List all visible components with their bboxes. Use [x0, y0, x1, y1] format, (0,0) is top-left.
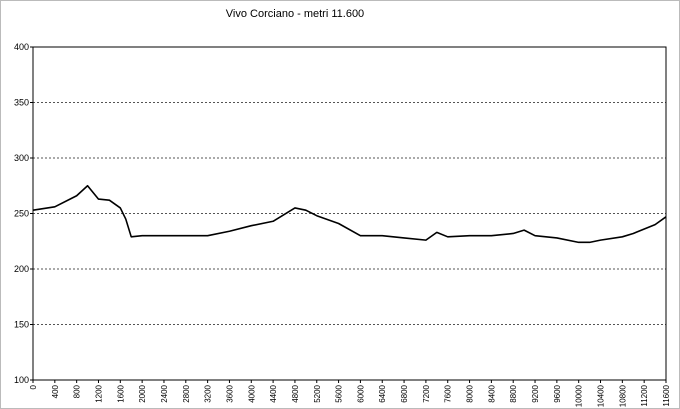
plot-border [32, 46, 667, 381]
y-tick-label: 350 [14, 98, 29, 108]
x-tick-label: 7600 [444, 384, 453, 402]
x-tick-label: 1200 [94, 384, 103, 402]
x-tick-label: 8800 [509, 384, 518, 402]
x-tick-label: 3600 [225, 384, 234, 402]
x-tick-label: 3200 [204, 384, 213, 402]
x-tick-label: 2000 [138, 384, 147, 402]
y-tick-label: 300 [14, 153, 29, 163]
x-tick-label: 2800 [182, 384, 191, 402]
x-tick-label: 11200 [640, 384, 649, 406]
x-tick-label: 10000 [575, 384, 584, 407]
x-tick-label: 9600 [553, 384, 562, 402]
y-tick-label: 250 [14, 209, 29, 219]
y-tick-label: 200 [14, 264, 29, 274]
x-tick-label: 2400 [160, 384, 169, 402]
x-tick-label: 5200 [313, 384, 322, 402]
x-tick-label: 6000 [356, 384, 365, 402]
x-tick-label: 6800 [400, 384, 409, 402]
chart-title: Vivo Corciano - metri 11.600 [226, 8, 364, 20]
x-tick-label: 10800 [618, 384, 627, 407]
x-tick-label: 10400 [597, 384, 606, 407]
x-tick-label: 8000 [466, 384, 475, 402]
x-tick-label: 9200 [531, 384, 540, 402]
x-tick-label: 6400 [378, 384, 387, 402]
x-tick-label: 400 [51, 384, 60, 398]
x-tick-label: 4400 [269, 384, 278, 402]
x-tick-label: 0 [29, 384, 38, 389]
x-tick-label: 11600 [662, 384, 671, 406]
x-tick-label: 800 [73, 384, 82, 398]
y-tick-label: 150 [14, 320, 29, 330]
y-tick-label: 100 [14, 375, 29, 385]
x-tick-label: 8400 [487, 384, 496, 402]
y-tick-label: 400 [14, 42, 29, 52]
x-tick-label: 1600 [116, 384, 125, 402]
x-tick-label: 5600 [335, 384, 344, 402]
x-tick-label: 4800 [291, 384, 300, 402]
line [32, 184, 667, 244]
x-tick-label: 7200 [422, 384, 431, 402]
x-tick-label: 4000 [247, 384, 256, 402]
